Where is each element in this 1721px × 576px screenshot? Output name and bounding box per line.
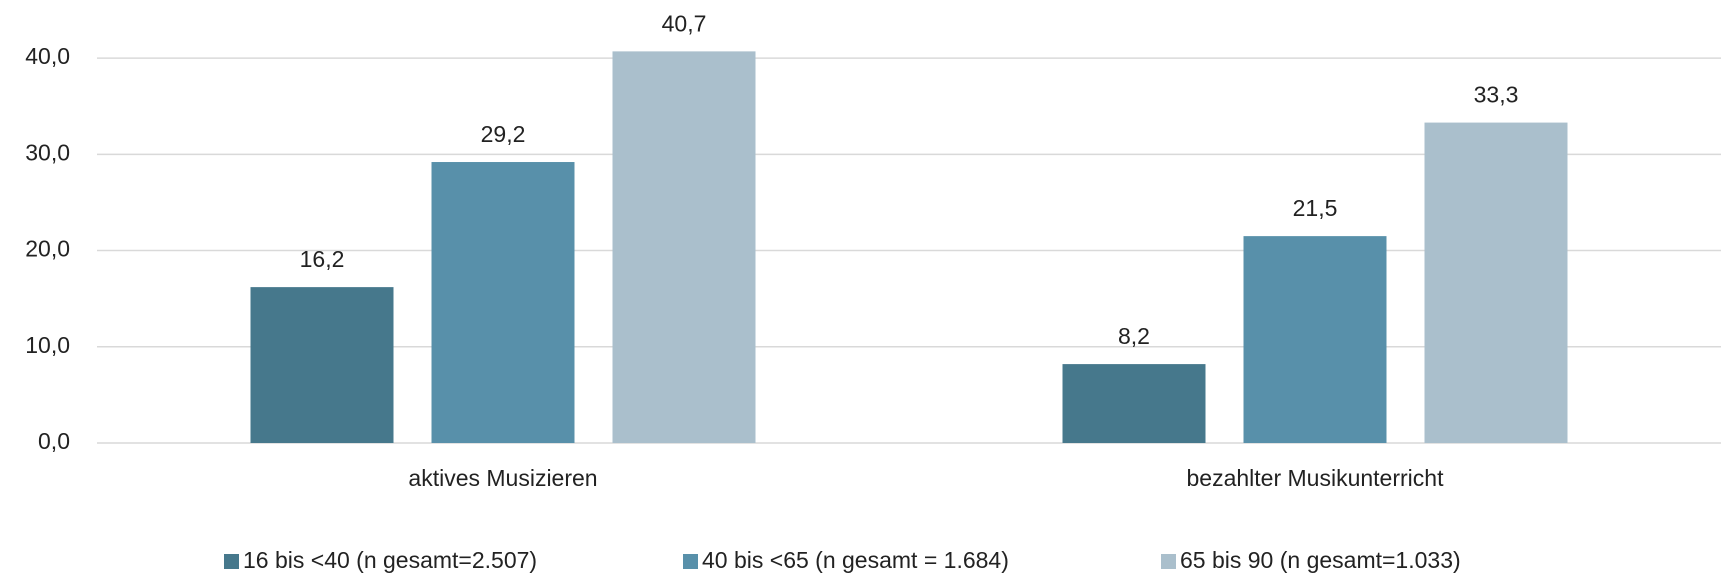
value-label: 29,2: [481, 121, 526, 147]
legend-swatch: [224, 554, 239, 569]
bar: [612, 51, 756, 444]
value-label: 40,7: [662, 10, 707, 36]
bar: [1243, 236, 1387, 443]
bar: [1424, 122, 1568, 443]
y-tick-label: 10,0: [25, 332, 70, 358]
x-tick-label: aktives Musizieren: [408, 465, 597, 491]
legend-swatch: [683, 554, 698, 569]
value-label: 16,2: [300, 246, 345, 272]
legend-swatch: [1161, 554, 1176, 569]
y-tick-label: 40,0: [25, 43, 70, 69]
bar: [250, 287, 394, 443]
value-label: 33,3: [1474, 82, 1519, 108]
value-label: 21,5: [1293, 195, 1338, 221]
bar: [1062, 364, 1206, 443]
y-tick-label: 20,0: [25, 236, 70, 262]
legend-label: 16 bis <40 (n gesamt=2.507): [243, 547, 537, 573]
y-tick-label: 0,0: [38, 428, 70, 454]
x-tick-label: bezahlter Musikunterricht: [1187, 465, 1445, 491]
y-tick-label: 30,0: [25, 139, 70, 165]
legend-label: 40 bis <65 (n gesamt = 1.684): [702, 547, 1009, 573]
bar: [431, 162, 575, 443]
legend-label: 65 bis 90 (n gesamt=1.033): [1180, 547, 1461, 573]
value-label: 8,2: [1118, 323, 1150, 349]
